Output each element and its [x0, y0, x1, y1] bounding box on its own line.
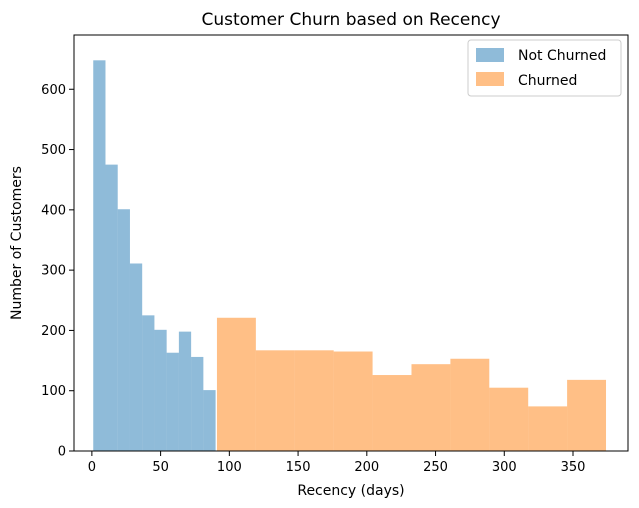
x-tick-label: 0 [88, 460, 96, 475]
y-tick-label: 400 [41, 203, 66, 218]
plot-frame [73, 34, 629, 452]
bar-churned-7 [489, 387, 529, 451]
legend: Not Churned Churned [467, 39, 622, 97]
y-tick-label: 500 [41, 143, 66, 158]
bar-churned-3 [333, 351, 373, 451]
bar-not-churned-1 [105, 164, 118, 452]
x-tick-label: 100 [217, 460, 242, 475]
x-tick-label: 200 [354, 460, 379, 475]
bar-churned-4 [372, 375, 412, 451]
x-tick-label: 350 [561, 460, 586, 475]
legend-label-churned: Churned [518, 73, 577, 89]
y-tick-label: 300 [41, 264, 66, 279]
x-tick-label: 250 [423, 460, 448, 475]
bar-not-churned-2 [117, 209, 130, 451]
legend-swatch-churned [476, 72, 504, 86]
bar-churned-6 [450, 358, 490, 451]
bar-not-churned-5 [154, 329, 167, 451]
bar-churned-5 [411, 364, 451, 451]
bar-churned-2 [294, 350, 334, 451]
x-axis-ticks: 0 50 100 150 200 250 300 350 [88, 451, 586, 475]
y-tick-label: 600 [41, 83, 66, 98]
chart-title: Customer Churn based on Recency [201, 10, 500, 30]
legend-frame [467, 39, 622, 97]
legend-swatch-not-churned [476, 48, 504, 62]
x-tick-label: 150 [286, 460, 311, 475]
axes [73, 34, 629, 452]
bar-not-churned-3 [129, 263, 143, 451]
bar-not-churned-6 [166, 352, 179, 451]
x-axis-title: Recency (days) [297, 483, 404, 499]
y-tick-label: 200 [41, 324, 66, 339]
bar-churned-8 [528, 406, 568, 451]
y-tick-label: 0 [58, 445, 66, 460]
bar-not-churned-9 [203, 390, 216, 451]
y-tick-label: 100 [41, 384, 66, 399]
bar-churned-0 [216, 317, 256, 451]
bar-not-churned-8 [191, 356, 204, 451]
histogram-bars [93, 60, 607, 452]
x-tick-label: 50 [152, 460, 169, 475]
legend-label-not-churned: Not Churned [518, 48, 606, 64]
bar-churned-9 [567, 379, 607, 451]
bar-not-churned-7 [178, 331, 192, 451]
bar-not-churned-0 [93, 60, 106, 451]
bar-churned-1 [255, 350, 295, 451]
bar-not-churned-4 [142, 315, 155, 451]
x-tick-label: 300 [492, 460, 517, 475]
y-axis-ticks: 0 100 200 300 400 500 600 [41, 83, 74, 460]
y-axis-title: Number of Customers [9, 166, 25, 320]
